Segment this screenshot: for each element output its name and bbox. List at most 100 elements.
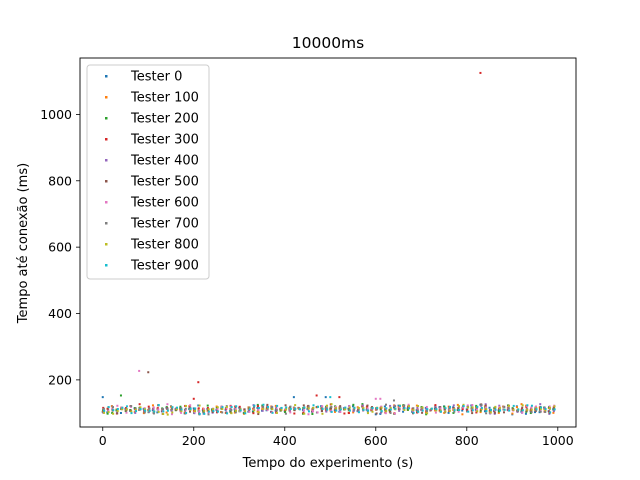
- data-point: [166, 403, 169, 406]
- data-point: [494, 405, 497, 408]
- data-point: [344, 406, 347, 409]
- data-point: [394, 405, 397, 408]
- data-point: [289, 405, 292, 408]
- data-point: [185, 411, 188, 414]
- data-point: [456, 403, 459, 406]
- data-point: [253, 404, 256, 407]
- y-tick-label: 400: [48, 306, 72, 321]
- data-point: [521, 409, 524, 412]
- data-point: [189, 410, 192, 413]
- data-point: [248, 408, 251, 411]
- data-point: [207, 410, 210, 413]
- data-point: [171, 411, 174, 414]
- data-point: [170, 405, 173, 408]
- data-point: [462, 405, 465, 408]
- data-point: [443, 405, 446, 408]
- data-point: [479, 409, 482, 412]
- x-axis-title: Tempo do experimento (s): [242, 456, 414, 471]
- data-point: [434, 411, 437, 414]
- data-point: [257, 408, 260, 411]
- data-point: [206, 407, 209, 410]
- data-point: [144, 409, 147, 412]
- data-point: [311, 412, 314, 415]
- data-point: [253, 409, 256, 412]
- data-point: [271, 411, 274, 414]
- data-point: [130, 410, 133, 413]
- data-point: [353, 408, 356, 411]
- series-tester-900: [103, 396, 556, 415]
- data-point: [435, 409, 438, 412]
- data-point: [348, 405, 351, 408]
- data-point: [206, 404, 209, 407]
- data-point: [439, 407, 442, 410]
- data-point: [362, 408, 365, 411]
- x-tick-label: 400: [273, 433, 297, 448]
- data-point: [435, 408, 438, 411]
- data-point: [553, 408, 556, 411]
- data-point: [498, 408, 501, 411]
- data-point: [426, 408, 429, 411]
- data-point: [152, 406, 155, 409]
- data-point: [517, 408, 520, 411]
- data-point: [344, 408, 347, 411]
- data-point: [398, 404, 401, 407]
- data-point: [225, 405, 228, 408]
- data-point: [489, 411, 492, 414]
- data-point: [284, 412, 287, 415]
- data-point: [271, 406, 274, 409]
- data-point: [521, 406, 524, 409]
- data-point: [325, 410, 328, 413]
- data-point: [406, 408, 409, 411]
- data-point: [339, 405, 342, 408]
- data-point: [162, 412, 165, 415]
- data-point: [156, 411, 159, 414]
- data-point: [280, 408, 283, 411]
- legend-marker: [105, 159, 108, 162]
- data-point: [403, 407, 406, 410]
- data-point: [165, 411, 168, 414]
- data-point: [507, 407, 510, 410]
- data-point: [203, 409, 206, 412]
- data-point: [221, 411, 224, 414]
- data-point: [134, 411, 137, 414]
- data-point: [540, 406, 543, 409]
- data-point: [484, 404, 487, 407]
- data-point: [153, 410, 156, 413]
- data-point: [480, 406, 483, 409]
- data-point: [521, 411, 524, 414]
- data-point: [444, 410, 447, 413]
- data-point: [484, 406, 487, 409]
- chart-title: 10000ms: [292, 34, 364, 52]
- legend-label: Tester 900: [130, 259, 199, 274]
- data-point: [358, 411, 361, 414]
- data-point: [475, 408, 478, 411]
- data-point: [458, 408, 461, 411]
- data-point: [298, 408, 301, 411]
- data-point: [489, 408, 492, 411]
- data-point: [388, 409, 391, 412]
- data-point: [503, 408, 506, 411]
- data-point: [380, 406, 383, 409]
- data-point: [302, 404, 305, 407]
- data-point: [384, 403, 387, 406]
- data-point: [485, 410, 488, 413]
- data-point: [403, 404, 406, 407]
- legend-label: Tester 700: [130, 217, 199, 232]
- legend-marker: [105, 96, 108, 99]
- data-point: [457, 408, 460, 411]
- data-point: [393, 412, 396, 415]
- data-point: [193, 412, 196, 415]
- legend-item: Tester 100: [105, 91, 199, 106]
- data-point: [180, 407, 183, 410]
- data-point: [207, 413, 210, 416]
- x-axis: 0 200 400 600 800 1000: [99, 427, 574, 448]
- data-point: [498, 406, 501, 409]
- data-point: [449, 405, 452, 408]
- data-point: [412, 407, 415, 410]
- data-point: [376, 407, 379, 410]
- data-point: [508, 404, 511, 407]
- data-point: [539, 410, 542, 413]
- data-point: [330, 407, 333, 410]
- series-tester-600: [102, 369, 556, 416]
